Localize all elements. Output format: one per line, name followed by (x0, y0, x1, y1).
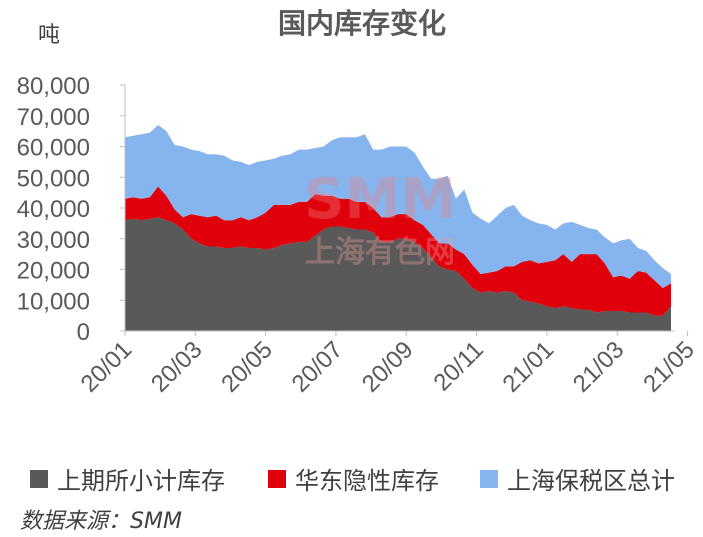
y-tick-label: 10,000 (17, 288, 90, 315)
area-series-3 (125, 124, 671, 288)
y-tick-label: 0 (77, 319, 90, 346)
area-series-2 (125, 186, 671, 316)
y-tick-label: 60,000 (17, 135, 90, 162)
watermark-text: 上海有色网 (305, 235, 455, 270)
stacked-areas (125, 124, 671, 331)
x-tick-label: 21/05 (638, 336, 700, 398)
y-tick-label: 70,000 (17, 104, 90, 131)
legend-label-1: 上期所小计库存 (57, 467, 225, 495)
source-note: 数据来源：SMM (20, 509, 182, 534)
y-tick-label: 50,000 (17, 165, 90, 192)
x-axis: 20/01 20/03 20/05 20/07 20/09 20/11 21/01 21/03… (76, 331, 700, 398)
axes (124, 85, 675, 332)
x-tick-label: 20/03 (146, 336, 208, 398)
x-tick-label: 21/01 (498, 336, 560, 398)
y-axis: 80,000 70,000 60,000 50,000 40,000 30,000 20,0… (17, 73, 125, 346)
x-tick-label: 20/07 (287, 336, 349, 398)
unit-label: 吨 (38, 23, 60, 48)
legend-swatch-1 (30, 470, 48, 488)
legend-swatch-2 (268, 470, 286, 488)
chart-title: 国内库存变化 (278, 7, 446, 40)
x-tick-label: 20/09 (357, 336, 419, 398)
y-tick-label: 80,000 (17, 73, 90, 100)
watermark: SMM 上海有色网 (304, 167, 456, 270)
legend-label-3: 上海保税区总计 (507, 467, 675, 495)
area-series-1 (125, 217, 671, 331)
x-tick-label: 20/11 (429, 336, 489, 396)
x-tick-label: 20/05 (216, 336, 278, 398)
legend: 上期所小计库存 华东隐性库存 上海保税区总计 (30, 467, 675, 495)
y-tick-label: 30,000 (17, 227, 90, 254)
y-tick-label: 20,000 (17, 258, 90, 285)
y-tick-label: 40,000 (17, 196, 90, 223)
legend-label-2: 华东隐性库存 (295, 467, 439, 495)
legend-swatch-3 (480, 470, 498, 488)
x-tick-label: 21/03 (568, 336, 630, 398)
watermark-logo: SMM (304, 167, 456, 232)
